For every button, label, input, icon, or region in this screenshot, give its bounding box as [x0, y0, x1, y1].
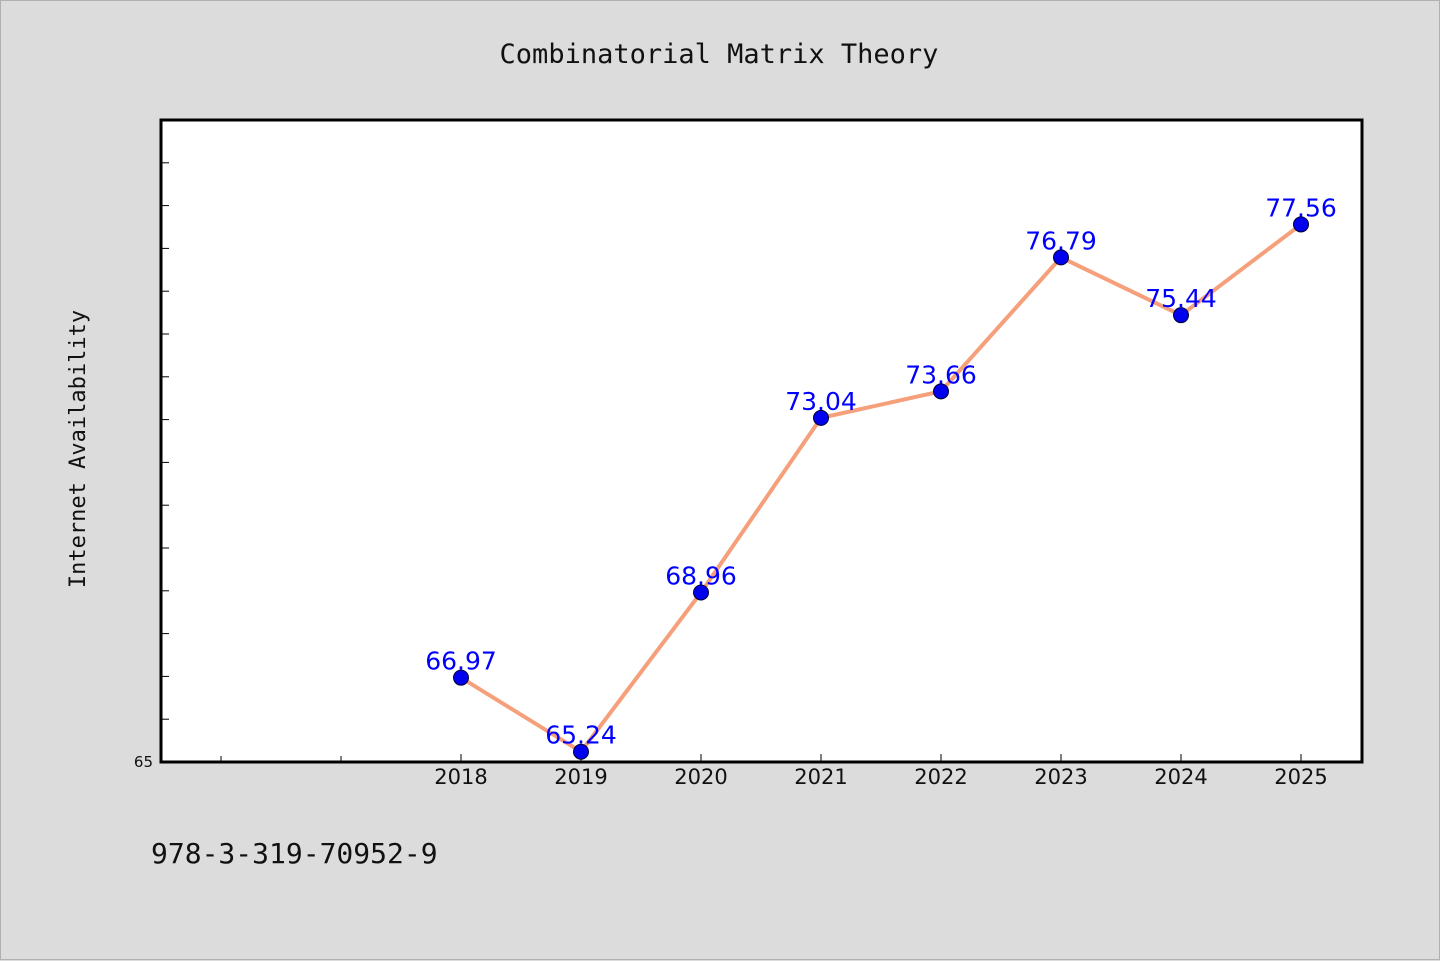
data-label: 77.56	[1265, 193, 1337, 222]
y-axis-ticks	[161, 162, 169, 720]
data-label: 76.79	[1025, 226, 1097, 255]
data-label: 73.04	[785, 387, 857, 416]
x-tick-label: 2020	[674, 765, 727, 789]
data-label: 75.44	[1145, 284, 1217, 313]
y-tick-label: 65	[134, 753, 153, 771]
plot-area	[159, 118, 1364, 764]
data-label: 66.97	[425, 647, 497, 676]
x-tick-label: 2025	[1274, 765, 1327, 789]
data-point	[453, 669, 469, 686]
series-0: 66.97 65.24 68.96 73.04 73.66 76.79 75.44 77.56	[425, 193, 1337, 760]
isbn-footer: 978-3-319-70952-9	[151, 837, 438, 870]
data-label: 65.24	[545, 721, 617, 750]
data-point	[573, 743, 589, 760]
data-point	[1053, 249, 1069, 266]
chart-title: Combinatorial Matrix Theory	[500, 39, 939, 70]
x-axis-ticks: 2018 2019 2020 2021 2022 2023 2024 2025	[220, 754, 1328, 789]
data-label: 73.66	[905, 360, 977, 389]
x-tick-label: 2018	[434, 765, 487, 789]
x-tick-label: 2019	[554, 765, 607, 789]
data-point	[1293, 216, 1309, 233]
x-tick-label: 2021	[794, 765, 847, 789]
data-label: 68.96	[665, 562, 737, 591]
data-point	[693, 584, 709, 601]
x-tick-label: 2022	[914, 765, 967, 789]
data-point	[813, 409, 829, 426]
series-line	[459, 222, 1303, 754]
y-axis-label: Internet Availability	[66, 310, 91, 588]
data-point	[933, 383, 949, 400]
x-tick-label: 2023	[1034, 765, 1087, 789]
x-tick-label: 2024	[1154, 765, 1207, 789]
data-point	[1173, 307, 1189, 324]
